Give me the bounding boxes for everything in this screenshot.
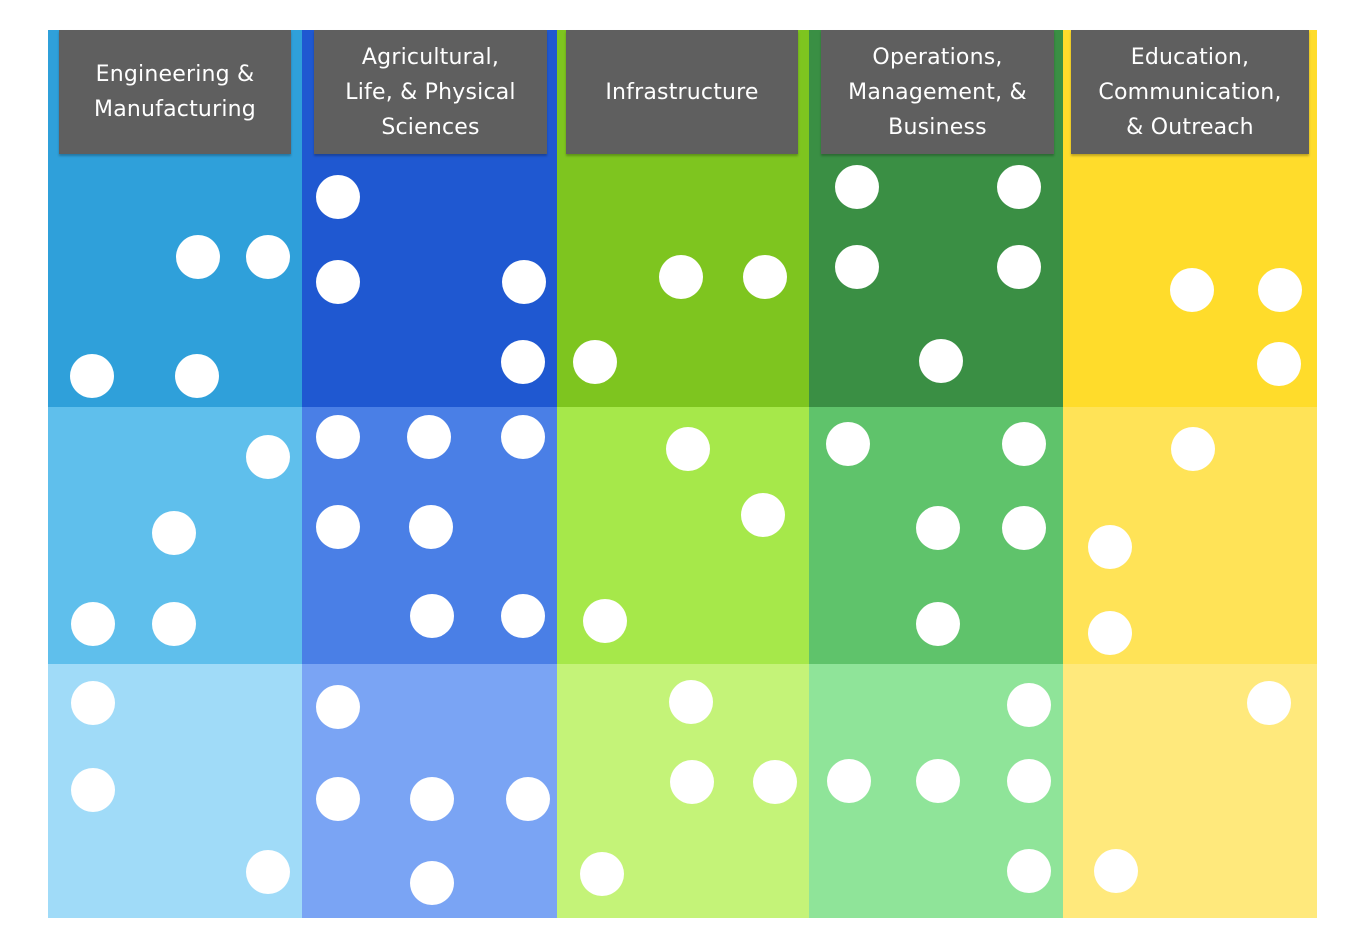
header-infrastructure: Infrastructure [566,30,798,154]
dot-marker [1007,849,1051,893]
dot-marker [316,175,360,219]
dot-marker [70,354,114,398]
dot-marker [71,602,115,646]
dot-marker [410,861,454,905]
dot-marker [501,594,545,638]
dot-marker [71,681,115,725]
dot-marker [501,340,545,384]
dot-marker [410,594,454,638]
dot-marker [835,245,879,289]
dot-marker [316,685,360,729]
dot-marker [410,777,454,821]
dot-marker [316,505,360,549]
dot-marker [583,599,627,643]
dot-marker [666,427,710,471]
dot-marker [580,852,624,896]
dot-marker [506,777,550,821]
dot-marker [1007,683,1051,727]
dot-marker [573,340,617,384]
dot-marker [246,850,290,894]
dot-marker [916,506,960,550]
header-operations: Operations, Management, & Business [821,30,1054,154]
dot-marker [409,505,453,549]
dot-marker [407,415,451,459]
dot-marker [1088,525,1132,569]
dot-marker [1007,759,1051,803]
dot-marker [1257,342,1301,386]
dot-marker [670,760,714,804]
header-engineering: Engineering & Manufacturing [59,30,291,154]
dot-marker [152,511,196,555]
dot-marker [1002,422,1046,466]
dot-marker [753,760,797,804]
dot-marker [1247,681,1291,725]
header-sciences: Agricultural, Life, & Physical Sciences [314,30,547,154]
dot-marker [1088,611,1132,655]
dot-marker [175,354,219,398]
dot-marker [997,165,1041,209]
dot-marker [246,235,290,279]
dot-marker [659,255,703,299]
dot-marker [246,435,290,479]
dot-marker [835,165,879,209]
dot-marker [997,245,1041,289]
dot-marker [1258,268,1302,312]
dot-marker [1094,849,1138,893]
dot-marker [316,415,360,459]
dot-marker [501,415,545,459]
dot-marker [316,260,360,304]
dot-marker [916,602,960,646]
dot-marker [669,680,713,724]
dot-marker [741,493,785,537]
dot-marker [176,235,220,279]
dot-marker [1002,506,1046,550]
dot-marker [919,339,963,383]
dot-marker [1171,427,1215,471]
dot-marker [826,422,870,466]
dot-marker [1170,268,1214,312]
dot-marker [916,759,960,803]
header-education: Education, Communication, & Outreach [1071,30,1309,154]
dot-marker [502,260,546,304]
dot-marker [152,602,196,646]
dot-marker [71,768,115,812]
dot-marker [827,759,871,803]
dot-marker [743,255,787,299]
dot-marker [316,777,360,821]
